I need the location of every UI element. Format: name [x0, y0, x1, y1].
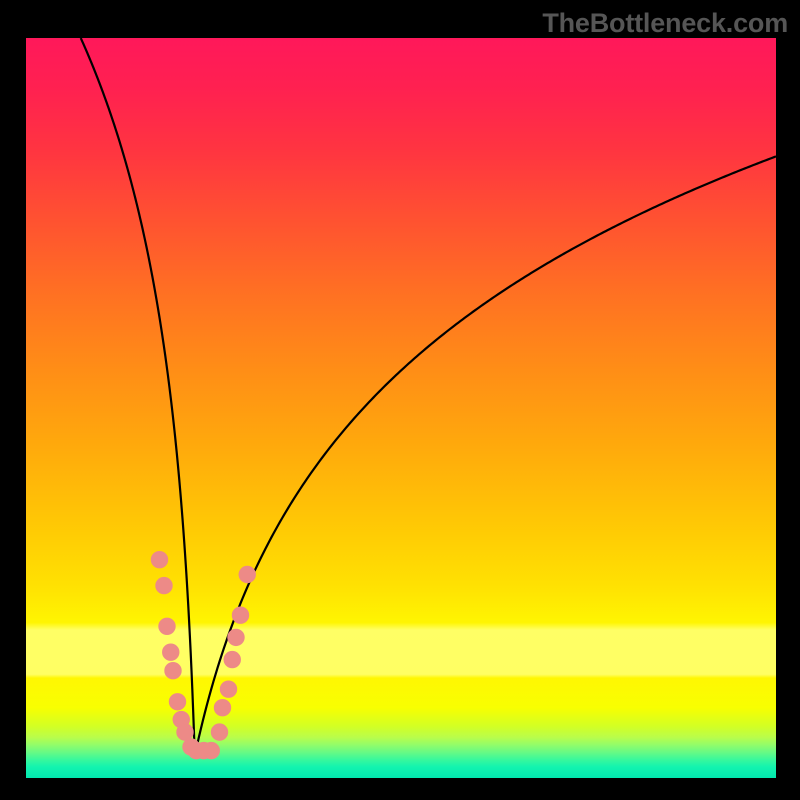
curve-marker [151, 552, 167, 568]
curve-marker [163, 644, 179, 660]
watermark-text: TheBottleneck.com [542, 8, 788, 39]
chart-frame: TheBottleneck.com [0, 0, 800, 800]
curve-marker [224, 651, 240, 667]
curve-marker [228, 629, 244, 645]
curve-marker [165, 663, 181, 679]
curve-marker [159, 618, 175, 634]
curve-marker [232, 607, 248, 623]
curve-marker [169, 694, 185, 710]
plot-area [26, 38, 776, 778]
curve-marker [211, 724, 227, 740]
curve-marker [203, 742, 219, 758]
curve-marker [156, 577, 172, 593]
curve-marker [214, 700, 230, 716]
gradient-background [26, 38, 776, 778]
curve-marker [220, 681, 236, 697]
curve-marker [177, 724, 193, 740]
plot-svg [26, 38, 776, 778]
curve-marker [239, 566, 255, 582]
